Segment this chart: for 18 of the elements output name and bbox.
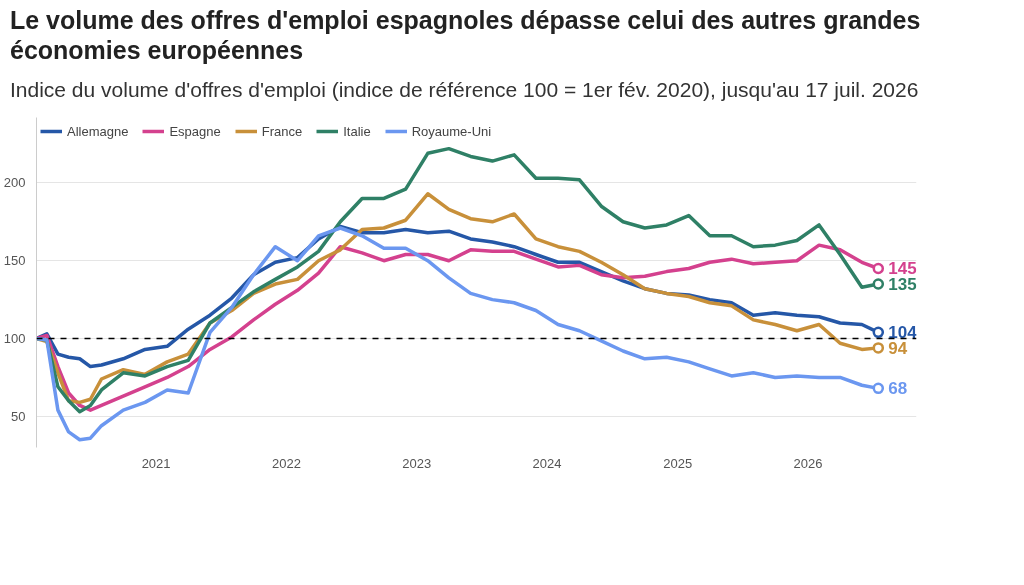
legend-label: Royaume-Uni [411, 123, 492, 139]
legend-label: Espagne [169, 123, 221, 139]
x-tick-label: 2025 [663, 455, 693, 471]
chart-title: Le volume des offres d'emploi espagnoles dépasse celui des autres grandes économies européennes [10, 5, 922, 65]
y-tick-label: 150 [3, 253, 26, 269]
y-tick-label: 50 [11, 409, 26, 425]
data-label: 68 [888, 379, 908, 399]
x-tick-label: 2024 [532, 455, 562, 471]
legend-label: Allemagne [67, 123, 129, 139]
legend-label: France [261, 123, 303, 139]
y-tick-label: 200 [3, 175, 26, 191]
y-tick-label: 100 [3, 331, 26, 347]
x-tick-label: 2022 [271, 455, 301, 471]
x-tick-label: 2021 [141, 455, 171, 471]
x-tick-label: 2023 [402, 455, 432, 471]
x-tick-label: 2026 [793, 455, 823, 471]
legend-label: Italie [343, 123, 371, 139]
chart-subtitle: Indice du volume d'offres d'emploi (indice de référence 100 = 1er fév. 2020), jusqu'au 17 juil. 2026 [10, 77, 919, 103]
